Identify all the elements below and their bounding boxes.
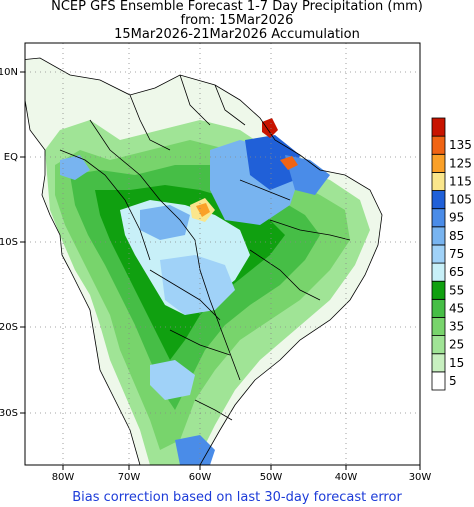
- precip-area-red-east: [280, 156, 298, 170]
- legend-swatch: [431, 153, 446, 173]
- lon-label-40w: 40W: [335, 472, 358, 483]
- forecast-init-date: from: 15Mar2026: [180, 13, 294, 28]
- graticule: [25, 43, 420, 465]
- axis-ticks: [20, 71, 421, 470]
- legend-swatch: [431, 298, 446, 318]
- legend-level-label: 65: [449, 265, 464, 279]
- legend-color-bar: [431, 117, 446, 391]
- legend-labels: 5 15 25 35 45 55 65 75 85 95 105 115 125 135: [449, 138, 472, 388]
- map-frame: [24, 42, 421, 466]
- legend-level-label: 105: [449, 193, 472, 207]
- precip-area-orange-core: [196, 203, 210, 217]
- country-borders: [25, 57, 383, 465]
- legend-swatch: [431, 208, 446, 228]
- lat-label-30s: 30S: [0, 408, 18, 419]
- legend-swatch: [431, 244, 446, 264]
- legend-level-label: 85: [449, 229, 464, 243]
- legend-swatch: [431, 353, 446, 373]
- legend-swatch: [431, 280, 446, 300]
- legend-level-label: 45: [449, 301, 464, 315]
- legend-level-label: 35: [449, 320, 464, 334]
- legend-level-label: 135: [449, 138, 472, 152]
- legend-level-label: 15: [449, 356, 464, 370]
- legend-swatch: [431, 317, 446, 337]
- lon-label-60w: 60W: [189, 472, 212, 483]
- precip-area-blue-central: [160, 255, 235, 315]
- lon-label-30w: 30W: [409, 472, 432, 483]
- legend-swatch: [431, 371, 446, 391]
- lat-label-10s: 10S: [0, 237, 18, 248]
- precip-area-blue-west: [140, 205, 190, 240]
- legend-swatch: [431, 171, 446, 191]
- legend-level-label: 125: [449, 156, 472, 170]
- legend-swatch: [431, 335, 446, 355]
- lon-label-70w: 70W: [118, 472, 141, 483]
- precip-area-deep-blue: [245, 135, 300, 190]
- bias-correction-note: Bias correction based on last 30-day for…: [72, 490, 402, 505]
- legend-level-label: 55: [449, 283, 464, 297]
- precip-area-far-south-blue: [175, 435, 215, 465]
- precip-area-red: [262, 118, 278, 138]
- lat-label-eq: EQ: [4, 152, 18, 163]
- legend-swatch: [431, 190, 446, 210]
- precip-area-west-blue: [60, 155, 90, 180]
- accumulation-period: 15Mar2026-21Mar2026 Accumulation: [114, 27, 360, 42]
- precip-area-south-blue: [150, 360, 195, 400]
- legend-swatch: [431, 226, 446, 246]
- legend-level-label: 5: [449, 374, 457, 388]
- legend-level-label: 115: [449, 174, 472, 188]
- lat-label-10n: 10N: [0, 67, 18, 78]
- legend-swatch: [431, 117, 446, 137]
- map-title: NCEP GFS Ensemble Forecast 1-7 Day Preci…: [51, 0, 423, 14]
- legend-swatch: [431, 135, 446, 155]
- legend-level-label: 95: [449, 211, 464, 225]
- lon-label-50w: 50W: [260, 472, 283, 483]
- lat-label-20s: 20S: [0, 322, 18, 333]
- legend-level-label: 75: [449, 247, 464, 261]
- lon-label-80w: 80W: [52, 472, 75, 483]
- legend-level-label: 25: [449, 338, 464, 352]
- legend-swatch: [431, 262, 446, 282]
